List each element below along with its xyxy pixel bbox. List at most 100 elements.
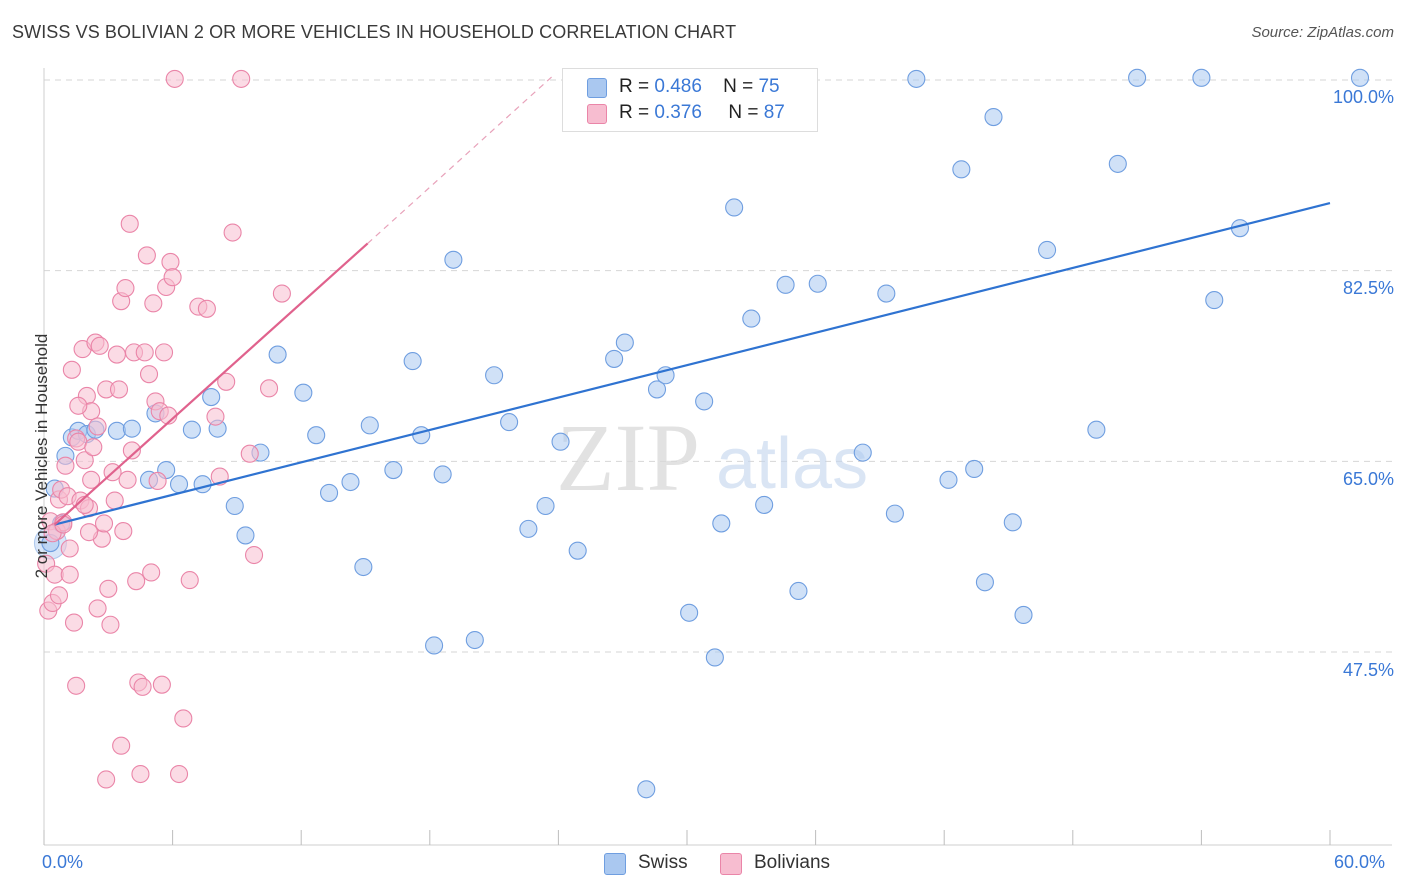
bolivian-point: [90, 336, 109, 355]
swiss-point: [984, 107, 1003, 127]
swiss-point: [169, 475, 189, 494]
bolivian-point: [244, 545, 264, 565]
grid-layer: [44, 79, 1392, 653]
chart-title: SWISS VS BOLIVIAN 2 OR MORE VEHICLES IN …: [12, 22, 737, 42]
legend-text-bolivians: R = 0.376 N = 87: [619, 102, 785, 124]
swiss-point: [268, 345, 287, 364]
swiss-point: [680, 603, 699, 622]
bolivian-point: [139, 365, 159, 384]
swiss-point: [975, 573, 994, 592]
swiss-point: [885, 504, 904, 523]
swiss-point: [907, 69, 926, 88]
legend-n-label: N =: [723, 76, 754, 97]
bolivian-point: [127, 572, 146, 591]
bolivian-point: [69, 432, 88, 451]
legend-r-value-swiss: 0.486: [654, 76, 702, 97]
bolivian-point: [107, 345, 126, 364]
bolivian-point: [49, 586, 69, 605]
swiss-point: [808, 274, 827, 293]
legend-swatch-swiss: [587, 78, 607, 98]
bolivian-point: [133, 677, 152, 696]
bolivian-trend-extension: [367, 76, 553, 244]
swiss-trend-line: [54, 202, 1331, 526]
bottom-legend-swatch-swiss: [604, 853, 626, 875]
legend-swatch-bolivians: [587, 104, 607, 124]
trend-layer: [53, 76, 1331, 526]
bolivian-point: [69, 396, 88, 415]
bolivian-point: [174, 709, 193, 728]
swiss-point: [695, 392, 714, 411]
swiss-point: [615, 333, 634, 352]
bolivian-point: [60, 539, 79, 558]
bolivian-point: [154, 343, 174, 362]
bolivian-point: [101, 615, 120, 634]
bolivian-point: [206, 407, 225, 426]
y-tick-label-47-5: 47.5%: [1342, 660, 1394, 680]
bolivian-point: [88, 599, 107, 618]
bolivian-trend-line: [53, 242, 369, 526]
swiss-point: [433, 465, 452, 484]
swiss-point: [1014, 605, 1033, 625]
swiss-point: [742, 309, 761, 328]
swiss-point: [1192, 68, 1211, 87]
bolivian-point: [56, 456, 75, 475]
swiss-point: [412, 426, 431, 445]
bolivian-point: [217, 372, 236, 391]
swiss-point: [776, 275, 795, 294]
y-axis-label-wrap: 2 or more Vehicles in Household: [14, 0, 51, 892]
swiss-point: [1038, 240, 1057, 260]
bolivian-point: [142, 563, 161, 582]
bolivian-point: [148, 471, 167, 490]
bolivian-point: [99, 579, 118, 598]
bolivian-point: [84, 438, 103, 457]
bottom-legend-label-swiss: Swiss: [638, 852, 688, 873]
legend-r-label: R =: [619, 76, 650, 97]
swiss-point: [536, 496, 555, 516]
bolivian-point: [116, 279, 135, 298]
swiss-point: [341, 472, 360, 492]
bolivian-point: [135, 343, 154, 362]
bolivian-point: [60, 565, 79, 584]
swiss-point: [202, 388, 221, 407]
swiss-point: [403, 352, 422, 371]
swiss-point: [485, 366, 504, 385]
bolivian-point: [67, 676, 86, 695]
swiss-point: [236, 526, 255, 545]
bolivian-point: [97, 770, 116, 789]
swiss-point: [384, 460, 403, 480]
bolivian-point: [120, 214, 139, 233]
swiss-point: [107, 421, 126, 440]
swiss-point: [320, 483, 339, 502]
swiss-point: [122, 419, 141, 438]
watermark-zip: ZIP: [556, 404, 700, 511]
bolivian-point: [144, 294, 163, 313]
swiss-point: [193, 475, 212, 494]
axis-layer: [43, 68, 1392, 846]
swiss-point: [853, 443, 872, 462]
bolivian-point: [64, 613, 84, 632]
legend-n-label: N =: [728, 102, 759, 123]
bolivian-point: [259, 379, 279, 398]
swiss-point: [425, 636, 444, 655]
swiss-point: [965, 459, 984, 479]
bolivian-point: [94, 514, 114, 533]
x-tick-label-max: 60.0%: [1334, 852, 1386, 872]
bolivian-point: [223, 223, 242, 242]
swiss-point: [789, 581, 808, 601]
chart-source: Source: ZipAtlas.com: [1251, 24, 1394, 41]
swiss-point: [647, 380, 667, 399]
swiss-point: [294, 383, 313, 402]
bolivian-point: [180, 571, 199, 590]
bolivian-point: [62, 360, 81, 379]
bolivian-point: [118, 470, 137, 489]
swiss-point: [705, 648, 724, 667]
swiss-point: [1087, 420, 1106, 439]
bolivian-point: [137, 246, 156, 265]
points-layer: [33, 68, 1370, 799]
bolivian-point: [163, 268, 182, 287]
swiss-point: [712, 514, 731, 533]
swiss-point: [465, 630, 484, 650]
swiss-point: [360, 416, 379, 435]
bolivian-point: [105, 491, 124, 510]
